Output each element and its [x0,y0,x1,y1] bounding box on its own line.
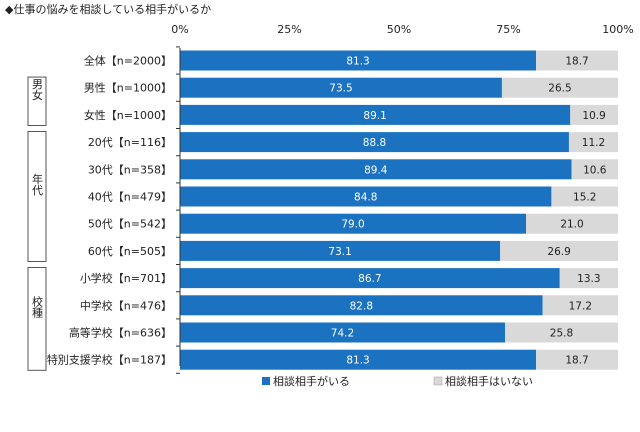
category-label: 小学校【n=701】 [80,271,172,285]
bar-segment-has-advisor [180,186,552,207]
category-label: 男性【n=1000】 [84,81,172,95]
bar-row: 女性【n=1000】 89.1 10.9 [84,104,618,125]
bar-segment-has-advisor [180,132,569,153]
data-label: 18.7 [565,56,588,68]
bar-row: 特別支援学校【n=187】 81.3 18.7 [47,349,618,370]
x-tick-label: 25% [277,23,301,36]
bar-row: 20代【n=116】 88.8 11.2 [88,132,618,153]
bar-segment-no-advisor [504,322,618,343]
bar-row: 30代【n=358】 89.4 10.6 [88,159,618,180]
legend-item: 相談相手がいる [262,374,350,388]
bar-segment-no-advisor [571,159,618,180]
data-label: 86.7 [358,273,381,285]
data-label: 21.0 [560,219,583,231]
bar-segment-no-advisor [542,295,618,316]
bar-row: 高等学校【n=636】 74.2 25.8 [69,322,618,343]
bar-segment-has-advisor [180,349,537,370]
legend-label: 相談相手はいない [445,374,533,388]
bar-segment-has-advisor [180,240,501,261]
legend-item: 相談相手はいない [433,374,533,388]
category-label: 60代【n=505】 [88,245,172,258]
group-label: 年代 [31,172,44,196]
bar-segment-has-advisor [180,295,543,316]
data-label: 73.5 [329,83,352,95]
category-label: 女性【n=1000】 [84,108,172,122]
data-label: 26.9 [547,246,570,258]
bar-row: 全体【n=2000】 81.3 18.7 [84,50,618,71]
bar-row: 50代【n=542】 79.0 21.0 [88,213,618,234]
data-label: 18.7 [565,355,588,367]
group-box-frame [27,76,47,126]
x-tick-label: 75% [496,23,520,36]
data-label: 15.2 [573,192,596,204]
legend-swatch [433,376,443,386]
bar-row: 小学校【n=701】 86.7 13.3 [80,268,618,289]
data-label: 25.8 [550,328,573,340]
data-label: 10.9 [582,110,605,122]
data-label: 79.0 [341,219,364,231]
data-label: 17.2 [569,300,592,312]
x-tick-label: 0% [171,23,188,36]
category-label: 中学校【n=476】 [80,298,172,312]
group-label: 校種 [31,295,44,318]
category-label: 全体【n=2000】 [84,54,172,68]
category-label: 50代【n=542】 [88,218,172,231]
data-label: 74.2 [331,328,354,340]
data-label: 26.5 [548,83,571,95]
group-box: 年代 [27,131,47,262]
bar-segment-no-advisor [501,77,618,98]
category-label: 30代【n=358】 [88,163,172,176]
bar-row: 男性【n=1000】 73.5 26.5 [84,77,618,98]
bar-segment-has-advisor [180,50,537,71]
data-label: 73.1 [328,246,351,258]
bar-segment-has-advisor [180,213,527,234]
x-tick-label: 50% [387,23,411,36]
bar-segment-no-advisor [551,186,618,207]
data-label: 81.3 [346,355,369,367]
data-label: 11.2 [582,137,605,149]
bar-row: 中学校【n=476】 82.8 17.2 [80,295,618,316]
bar-segment-has-advisor [180,104,571,125]
category-label: 特別支援学校【n=187】 [47,353,172,367]
group-box: 校種 [27,267,47,371]
data-label: 13.3 [577,273,600,285]
group-label: 男女 [31,78,44,101]
bar-segment-no-advisor [568,132,618,153]
data-label: 88.8 [363,137,386,149]
bar-segment-has-advisor [180,322,505,343]
x-tick-label: 100% [602,23,633,36]
group-box: 男女 [27,76,47,126]
legend-swatch [262,377,270,385]
bar-segment-no-advisor [526,213,618,234]
group-box-frame [27,131,47,262]
bar-segment-no-advisor [536,50,618,71]
bar-segment-no-advisor [500,240,618,261]
category-label: 40代【n=479】 [88,191,172,204]
category-label: 20代【n=116】 [88,136,172,149]
group-box-frame [27,267,47,371]
bar-segment-has-advisor [180,159,572,180]
data-label: 89.4 [364,164,388,176]
data-label: 81.3 [346,56,369,68]
data-label: 10.6 [583,164,607,176]
bar-row: 60代【n=505】 73.1 26.9 [88,240,618,261]
bar-segment-no-advisor [559,268,618,289]
bar-segment-has-advisor [180,77,502,98]
bar-segment-has-advisor [180,268,560,289]
bar-segment-no-advisor [536,349,618,370]
bar-row: 40代【n=479】 84.8 15.2 [88,186,618,207]
data-label: 82.8 [350,300,373,312]
legend-label: 相談相手がいる [273,374,350,388]
chart-title: ◆仕事の悩みを相談している相手がいるか [5,2,211,16]
data-label: 84.8 [354,192,377,204]
category-label: 高等学校【n=636】 [69,326,172,340]
data-label: 89.1 [363,110,386,122]
bar-segment-no-advisor [570,104,618,125]
